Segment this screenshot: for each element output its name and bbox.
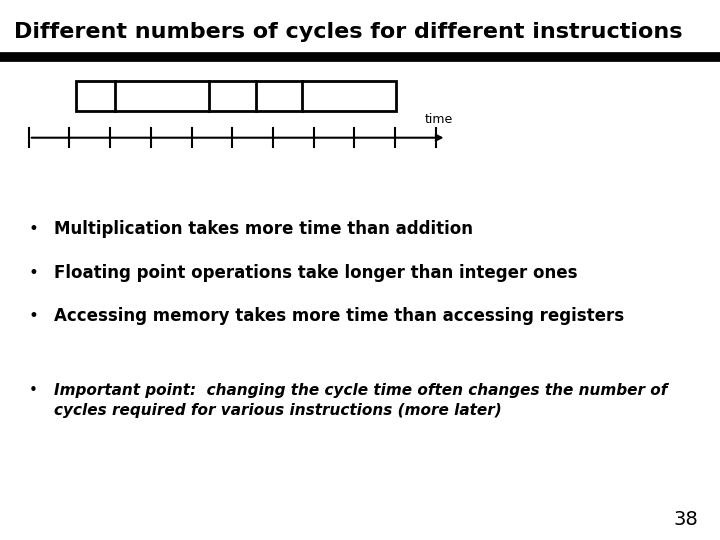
Text: 38: 38 (674, 510, 698, 529)
Text: •: • (29, 383, 37, 399)
Text: •: • (29, 264, 39, 282)
Text: •: • (29, 307, 39, 325)
Bar (76, 81, 396, 111)
Text: Accessing memory takes more time than accessing registers: Accessing memory takes more time than ac… (54, 307, 624, 325)
Text: •: • (29, 220, 39, 239)
Text: Important point:  changing the cycle time often changes the number of
cycles req: Important point: changing the cycle time… (54, 383, 667, 418)
Text: Multiplication takes more time than addition: Multiplication takes more time than addi… (54, 220, 473, 239)
Text: Floating point operations take longer than integer ones: Floating point operations take longer th… (54, 264, 577, 282)
Text: time: time (425, 113, 453, 126)
Text: Different numbers of cycles for different instructions: Different numbers of cycles for differen… (14, 22, 683, 42)
